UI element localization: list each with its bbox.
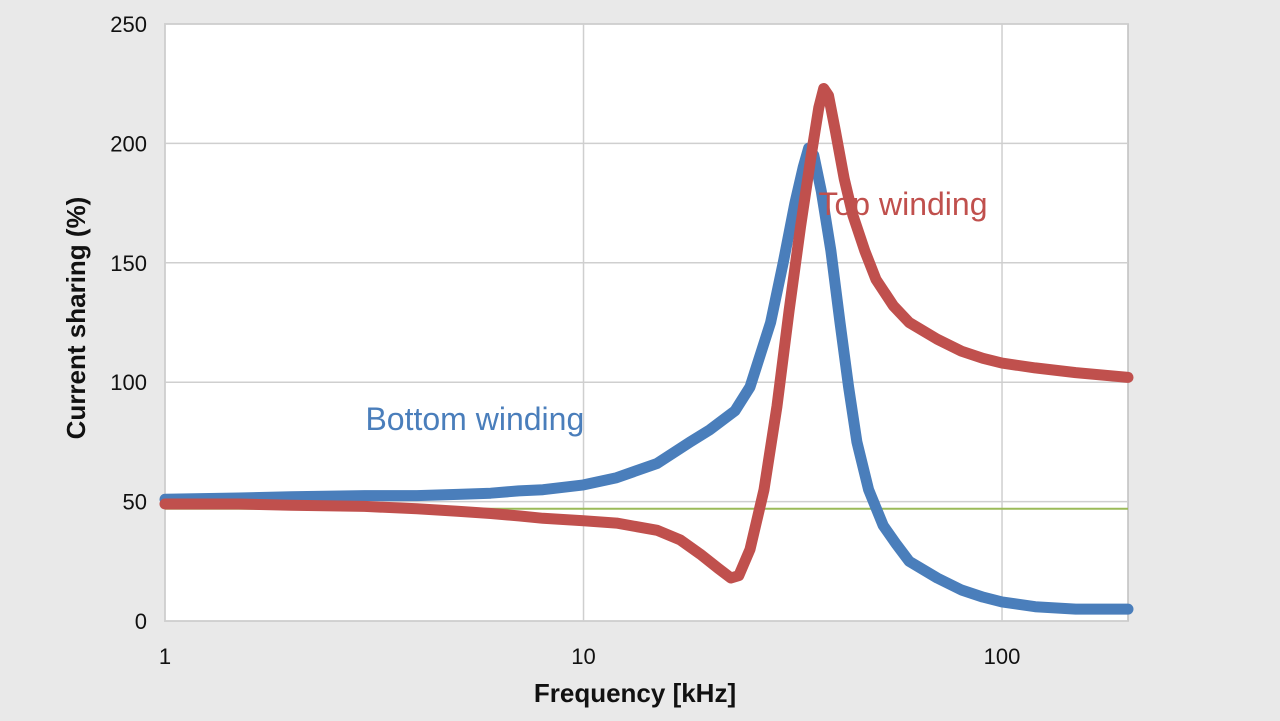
series-label-top-winding: Top winding [819,186,988,222]
y-tick-label: 250 [110,12,147,37]
y-tick-label: 100 [110,370,147,395]
y-axis-title: Current sharing (%) [61,197,91,440]
tick-labels: 0 50 100 150 200 250 1 10 100 [110,12,1020,669]
x-axis-title: Frequency [kHz] [534,678,736,708]
series-labels: Bottom winding Top winding [365,186,987,437]
x-tick-label: 100 [984,644,1021,669]
series-label-bottom-winding: Bottom winding [365,401,584,437]
series-line-top-winding [159,83,1134,584]
plot-area [164,23,1129,622]
y-tick-label: 0 [135,609,147,634]
y-tick-label: 200 [110,131,147,156]
x-tick-label: 1 [159,644,171,669]
x-tick-label: 10 [571,644,595,669]
y-tick-label: 150 [110,251,147,276]
series-layer [159,83,1134,615]
series-line-bottom-winding [159,142,1134,615]
y-tick-label: 50 [123,490,147,515]
